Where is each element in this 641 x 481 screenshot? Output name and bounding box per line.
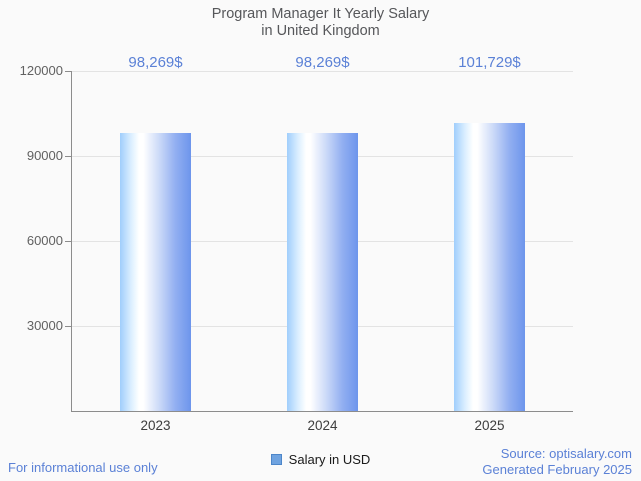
y-tick-mark xyxy=(65,70,71,72)
y-tick-mark xyxy=(65,155,71,157)
bar-2024 xyxy=(287,133,358,411)
y-tick-mark xyxy=(65,240,71,242)
x-category-label-2025: 2025 xyxy=(474,418,505,433)
bar-2025 xyxy=(454,123,525,411)
chart-title: Program Manager It Yearly Salary in Unit… xyxy=(0,6,641,40)
value-label-2023: 98,269$ xyxy=(128,54,183,71)
plot-area: 30000 60000 90000 120000 98,269$ 2023 98,269$ 2… xyxy=(20,54,573,433)
source-attribution: Source: optisalary.com Generated Februar… xyxy=(482,446,632,477)
value-label-2024: 98,269$ xyxy=(295,54,350,71)
gridline xyxy=(72,70,573,72)
legend-label: Salary in USD xyxy=(288,452,371,467)
source-text: Source: optisalary.com xyxy=(500,446,632,461)
legend-swatch-icon xyxy=(270,454,282,465)
legend: Salary in USD xyxy=(0,452,641,467)
x-category-label-2023: 2023 xyxy=(140,418,171,433)
y-tick-label: 30000 xyxy=(26,318,63,333)
y-tick-label: 120000 xyxy=(19,63,63,78)
chart-title-line2: in United Kingdom xyxy=(261,23,380,39)
bar-2023 xyxy=(120,133,191,411)
value-label-2025: 101,729$ xyxy=(458,54,521,71)
x-category-label-2024: 2024 xyxy=(307,418,338,433)
disclaimer-text: For informational use only xyxy=(8,460,158,475)
y-tick-label: 60000 xyxy=(26,233,63,248)
generated-text: Generated February 2025 xyxy=(482,461,632,477)
y-tick-mark xyxy=(65,325,71,327)
y-tick-label: 90000 xyxy=(26,148,63,163)
chart-title-line1: Program Manager It Yearly Salary xyxy=(211,6,430,22)
